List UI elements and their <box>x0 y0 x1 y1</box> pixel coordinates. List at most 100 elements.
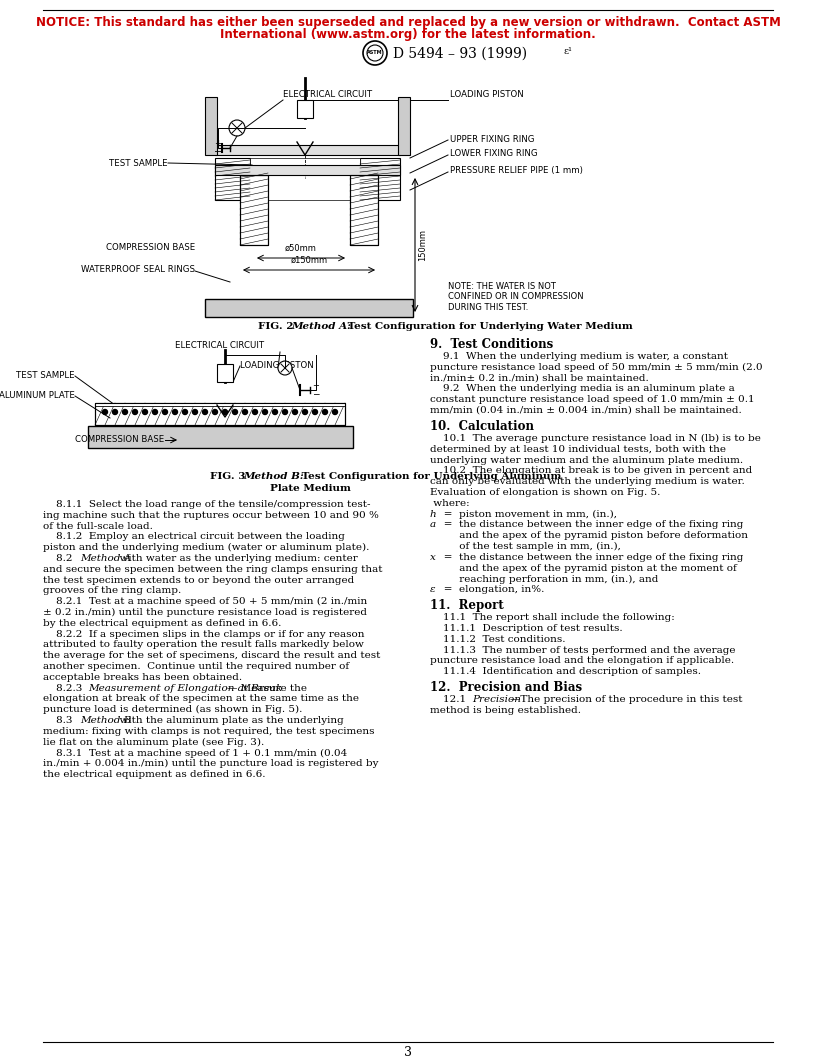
Circle shape <box>313 410 317 415</box>
Text: ø50mm: ø50mm <box>285 244 317 253</box>
Text: — Measure the: — Measure the <box>228 683 308 693</box>
Bar <box>240 175 268 245</box>
Text: h: h <box>430 510 437 518</box>
Text: with the aluminum plate as the underlying: with the aluminum plate as the underlyin… <box>113 716 344 725</box>
Text: 9.1  When the underlying medium is water, a constant: 9.1 When the underlying medium is water,… <box>430 352 728 361</box>
Text: =  piston movement in mm, (in.),: = piston movement in mm, (in.), <box>434 510 617 518</box>
Text: the electrical equipment as defined in 6.6.: the electrical equipment as defined in 6… <box>43 770 265 779</box>
Text: ing machine such that the ruptures occur between 10 and 90 %: ing machine such that the ruptures occur… <box>43 511 379 520</box>
Text: puncture load is determined (as shown in Fig. 5).: puncture load is determined (as shown in… <box>43 705 303 714</box>
Text: Test Configuration for Underlying Aluminum: Test Configuration for Underlying Alumin… <box>298 472 561 480</box>
Circle shape <box>278 361 292 375</box>
Text: Method A:: Method A: <box>291 322 351 331</box>
Text: and the apex of the pyramid piston before deformation: and the apex of the pyramid piston befor… <box>430 531 748 541</box>
Text: the test specimen extends to or beyond the outer arranged: the test specimen extends to or beyond t… <box>43 576 354 585</box>
Text: x: x <box>430 552 436 562</box>
Bar <box>95 403 345 425</box>
Text: by the electrical equipment as defined in 6.6.: by the electrical equipment as defined i… <box>43 619 282 628</box>
Circle shape <box>122 410 127 415</box>
Text: Evaluation of elongation is shown on Fig. 5.: Evaluation of elongation is shown on Fig… <box>430 488 660 497</box>
Text: in./min± 0.2 in./min) shall be maintained.: in./min± 0.2 in./min) shall be maintaine… <box>430 374 649 382</box>
Bar <box>205 299 413 317</box>
Text: 11.1.1  Description of test results.: 11.1.1 Description of test results. <box>430 624 623 633</box>
Circle shape <box>172 410 178 415</box>
Circle shape <box>212 410 218 415</box>
Text: 8.2.3: 8.2.3 <box>43 683 89 693</box>
Text: FIG. 2: FIG. 2 <box>258 322 297 331</box>
Text: reaching perforation in mm, (in.), and: reaching perforation in mm, (in.), and <box>430 574 659 584</box>
Text: International (www.astm.org) for the latest information.: International (www.astm.org) for the lat… <box>220 29 596 41</box>
Text: +: + <box>313 380 319 390</box>
Text: determined by at least 10 individual tests, both with the: determined by at least 10 individual tes… <box>430 445 726 454</box>
Bar <box>205 97 217 155</box>
Text: piston and the underlying medium (water or aluminum plate).: piston and the underlying medium (water … <box>43 543 370 552</box>
Text: 150mm: 150mm <box>418 229 427 261</box>
Circle shape <box>162 410 167 415</box>
Text: ± 0.2 in./min) until the puncture resistance load is registered: ± 0.2 in./min) until the puncture resist… <box>43 608 367 617</box>
Circle shape <box>153 410 157 415</box>
Circle shape <box>322 410 327 415</box>
Bar <box>398 97 410 155</box>
Text: and the apex of the pyramid piston at the moment of: and the apex of the pyramid piston at th… <box>430 564 737 572</box>
Text: 9.2  When the underlying media is an aluminum plate a: 9.2 When the underlying media is an alum… <box>430 384 734 394</box>
Text: with water as the underlying medium: center: with water as the underlying medium: cen… <box>113 554 357 563</box>
Bar <box>350 175 378 245</box>
Circle shape <box>183 410 188 415</box>
Circle shape <box>132 410 138 415</box>
Text: 3: 3 <box>404 1046 412 1056</box>
Text: puncture resistance load and the elongation if applicable.: puncture resistance load and the elongat… <box>430 657 734 665</box>
Text: 8.1.2  Employ an electrical circuit between the loading: 8.1.2 Employ an electrical circuit betwe… <box>43 532 345 542</box>
Text: 10.  Calculation: 10. Calculation <box>430 420 534 433</box>
Text: D 5494 – 93 (1999): D 5494 – 93 (1999) <box>393 48 527 61</box>
Text: the average for the set of specimens, discard the result and test: the average for the set of specimens, di… <box>43 652 380 660</box>
Circle shape <box>229 120 245 136</box>
Text: LOWER FIXING RING: LOWER FIXING RING <box>450 150 538 158</box>
Text: FIG. 3: FIG. 3 <box>210 472 249 480</box>
Circle shape <box>233 410 237 415</box>
Text: =  the distance between the inner edge of the fixing ring: = the distance between the inner edge of… <box>434 552 743 562</box>
Circle shape <box>252 410 258 415</box>
Bar <box>350 175 378 245</box>
Circle shape <box>263 410 268 415</box>
Text: Method B: Method B <box>80 716 131 725</box>
Text: ε: ε <box>430 585 436 595</box>
Text: Method A: Method A <box>80 554 131 563</box>
Circle shape <box>282 410 287 415</box>
Circle shape <box>303 410 308 415</box>
Circle shape <box>273 410 277 415</box>
Text: another specimen.  Continue until the required number of: another specimen. Continue until the req… <box>43 662 349 671</box>
Bar <box>95 403 345 406</box>
Text: 8.1.1  Select the load range of the tensile/compression test-: 8.1.1 Select the load range of the tensi… <box>43 499 370 509</box>
Text: ASTM: ASTM <box>367 51 383 56</box>
Text: 9.  Test Conditions: 9. Test Conditions <box>430 338 553 351</box>
Text: medium: fixing with clamps is not required, the test specimens: medium: fixing with clamps is not requir… <box>43 727 375 736</box>
Text: elongation at break of the specimen at the same time as the: elongation at break of the specimen at t… <box>43 695 359 703</box>
Text: LOADING PISTON: LOADING PISTON <box>450 90 524 99</box>
Text: 11.1.2  Test conditions.: 11.1.2 Test conditions. <box>430 635 565 644</box>
Text: lie flat on the aluminum plate (see Fig. 3).: lie flat on the aluminum plate (see Fig.… <box>43 737 264 747</box>
Text: NOTICE: This standard has either been superseded and replaced by a new version o: NOTICE: This standard has either been su… <box>36 16 780 29</box>
Bar <box>297 100 313 118</box>
Text: ε¹: ε¹ <box>563 48 572 56</box>
Bar <box>215 165 400 175</box>
Circle shape <box>193 410 197 415</box>
Text: and secure the specimen between the ring clamps ensuring that: and secure the specimen between the ring… <box>43 565 383 573</box>
Text: where:: where: <box>430 498 470 508</box>
Text: 12.1: 12.1 <box>430 695 472 704</box>
Bar <box>217 364 233 382</box>
Circle shape <box>113 410 118 415</box>
Circle shape <box>103 410 108 415</box>
Text: ø150mm: ø150mm <box>290 256 327 265</box>
Text: attributed to faulty operation the result falls markedly below: attributed to faulty operation the resul… <box>43 640 364 649</box>
Circle shape <box>242 410 247 415</box>
Text: Test Configuration for Underlying Water Medium: Test Configuration for Underlying Water … <box>344 322 632 331</box>
Text: can only be evaluated with the underlying medium is water.: can only be evaluated with the underlyin… <box>430 477 745 486</box>
Text: Method B:: Method B: <box>243 472 304 480</box>
Text: in./min + 0.004 in./min) until the puncture load is registered by: in./min + 0.004 in./min) until the punct… <box>43 759 379 769</box>
Text: 11.1.3  The number of tests performed and the average: 11.1.3 The number of tests performed and… <box>430 645 735 655</box>
Text: =  elongation, in%.: = elongation, in%. <box>434 585 544 595</box>
Circle shape <box>202 410 207 415</box>
Text: NOTE: THE WATER IS NOT
CONFINED OR IN COMPRESSION
DURING THIS TEST.: NOTE: THE WATER IS NOT CONFINED OR IN CO… <box>448 282 583 312</box>
Text: +: + <box>215 138 222 148</box>
Text: mm/min (0.04 in./min ± 0.004 in./min) shall be maintained.: mm/min (0.04 in./min ± 0.004 in./min) sh… <box>430 406 742 415</box>
